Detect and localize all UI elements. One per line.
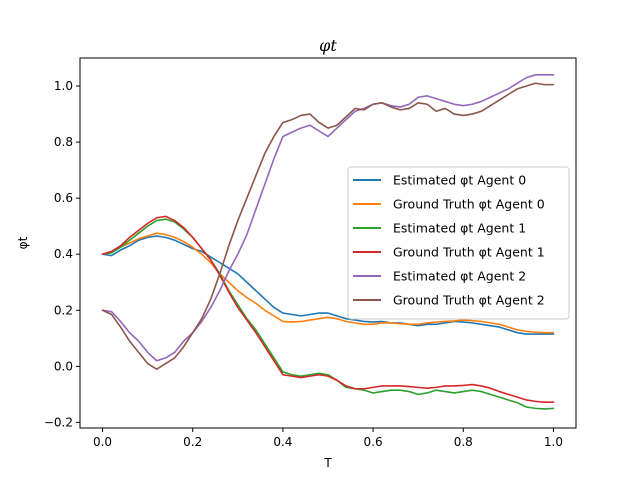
- legend-label-4: Estimated φt Agent 2: [393, 269, 526, 284]
- legend-label-1: Ground Truth φt Agent 0: [393, 197, 545, 212]
- y-tick-label: 0.8: [54, 135, 73, 149]
- series-line-3: [101, 215, 555, 404]
- y-tick-label: 0.4: [54, 247, 73, 261]
- axes-frame: [79, 57, 577, 429]
- x-axis-label: T: [323, 456, 332, 470]
- legend-box: [347, 166, 570, 320]
- y-tick-label: 0.2: [54, 303, 73, 317]
- y-axis-label: φt: [16, 236, 30, 249]
- series-line-0: [101, 235, 555, 335]
- x-tick-label: 0.0: [93, 435, 112, 449]
- y-axis: −0.2 0.0 0.2 0.4 0.6 0.8 1.0: [44, 79, 80, 429]
- y-tick-label: 0.6: [54, 191, 73, 205]
- series-line-4: [101, 74, 555, 362]
- y-tick-label: 1.0: [54, 79, 73, 93]
- legend-label-3: Ground Truth φt Agent 1: [393, 245, 545, 260]
- x-tick-label: 0.4: [273, 435, 292, 449]
- chart-title: φt: [319, 36, 337, 55]
- plot-area: [101, 74, 555, 410]
- x-tick-label: 0.2: [183, 435, 202, 449]
- legend: Estimated φt Agent 0 Ground Truth φt Agen…: [347, 166, 570, 320]
- y-tick-label: 0.0: [54, 359, 73, 373]
- series-line-1: [101, 232, 555, 334]
- legend-label-5: Ground Truth φt Agent 2: [393, 293, 545, 308]
- series-line-5: [101, 82, 555, 370]
- y-tick-label: −0.2: [44, 415, 73, 429]
- x-tick-label: 1.0: [544, 435, 563, 449]
- legend-label-0: Estimated φt Agent 0: [393, 173, 526, 188]
- x-axis: 0.0 0.2 0.4 0.6 0.8 1.0: [93, 428, 563, 449]
- x-tick-label: 0.6: [364, 435, 383, 449]
- series-line-2: [101, 218, 555, 410]
- legend-label-2: Estimated φt Agent 1: [393, 221, 526, 236]
- x-tick-label: 0.8: [454, 435, 473, 449]
